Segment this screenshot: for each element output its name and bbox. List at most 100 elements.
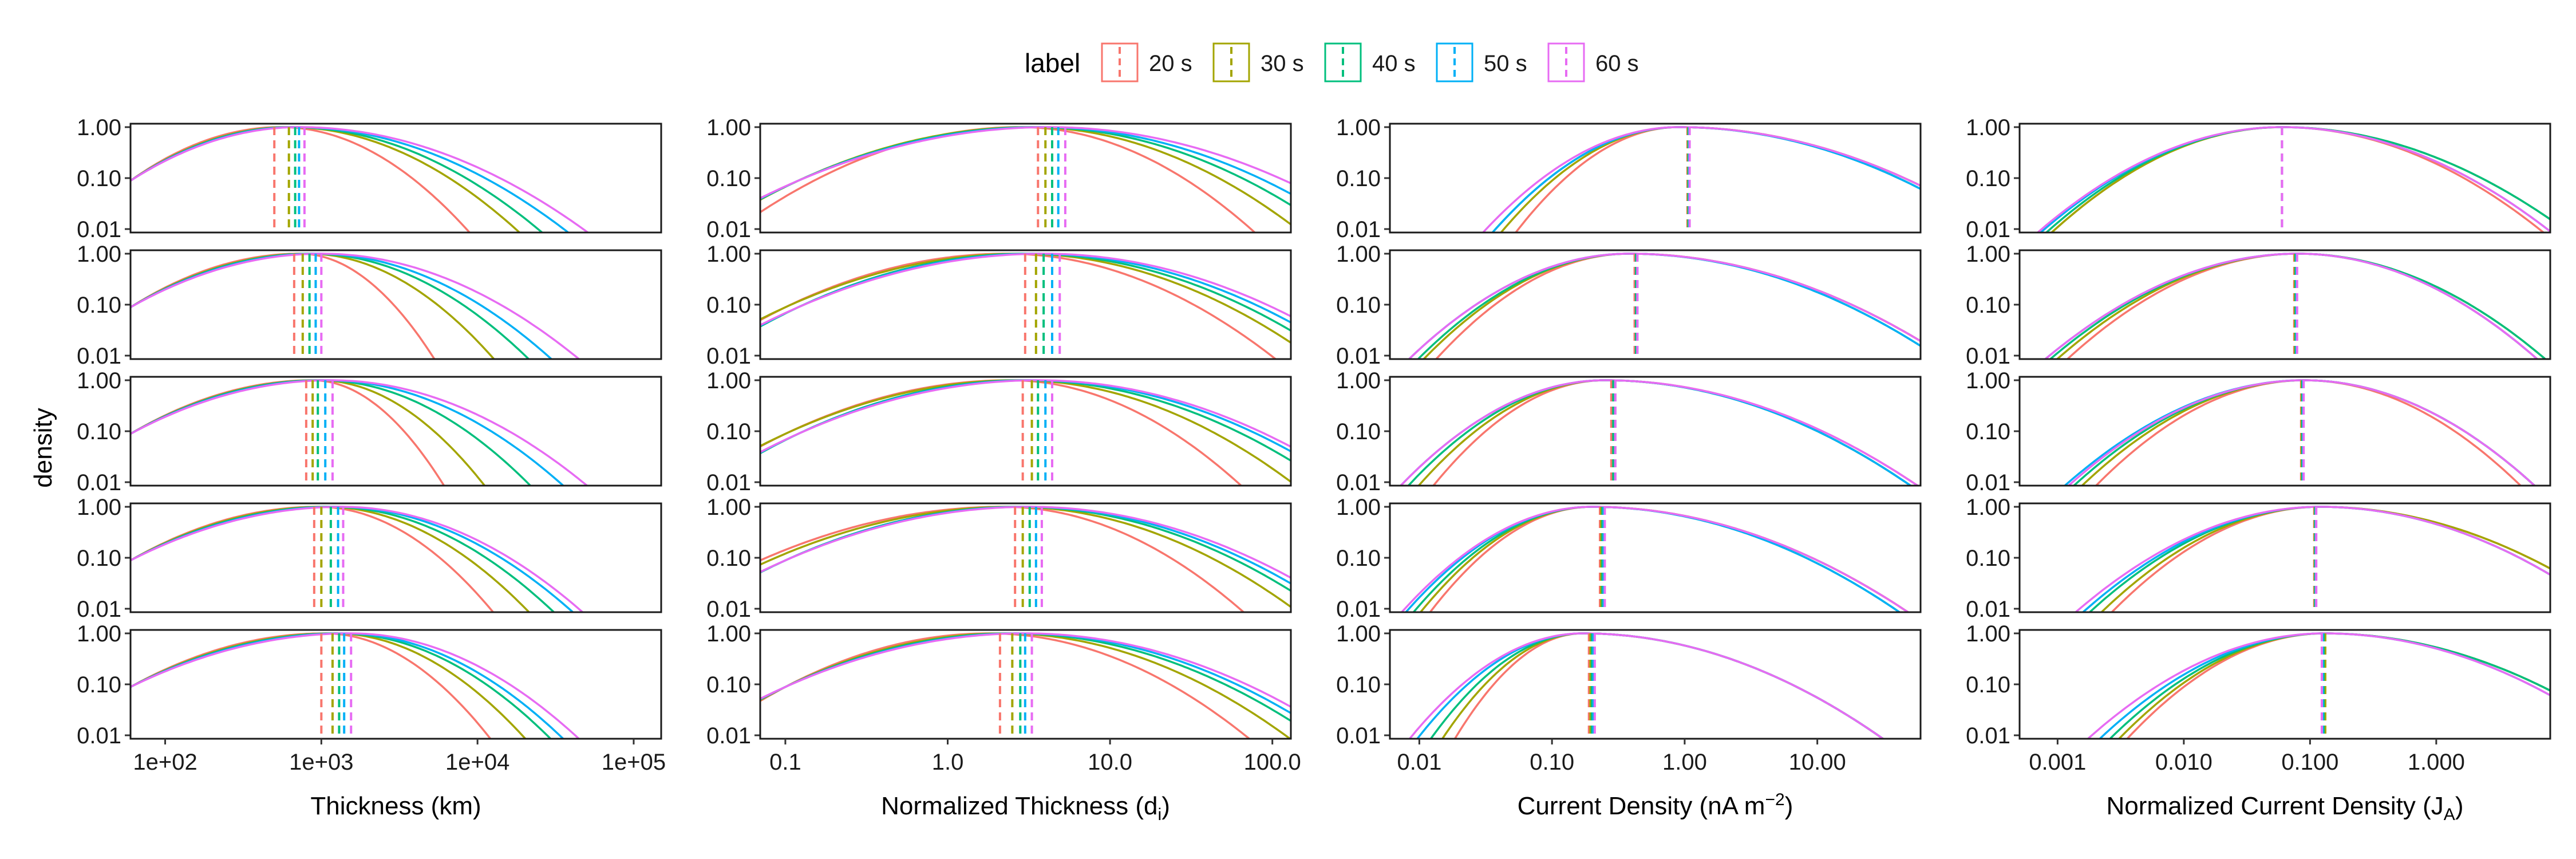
x-tick-label: 1e+04 [445, 750, 509, 775]
density-line-30s [1441, 632, 1885, 739]
y-tick-label: 0.01 [1966, 723, 2010, 748]
y-tick-label: 0.01 [77, 344, 121, 369]
density-curves [2063, 379, 2537, 486]
density-line-20s [760, 506, 1246, 612]
density-line-20s [131, 253, 436, 359]
y-tick-label: 0.01 [1966, 597, 2010, 622]
legend-title: label [1025, 48, 1080, 78]
y-tick-label: 0.01 [77, 723, 121, 748]
y-tick-label: 1.00 [706, 115, 751, 140]
panel-border [2018, 249, 2551, 360]
legend-key [1436, 42, 1473, 82]
panel-border [1389, 629, 1922, 740]
y-tick-label: 0.01 [706, 470, 751, 495]
density-line-30s [1499, 126, 1921, 233]
y-tick-label: 1.00 [77, 495, 121, 520]
facet-panel: 1.00 0.10 0.01 0.1 1.0 10.0 100.0 [706, 621, 1301, 775]
density-line-20s [131, 632, 492, 739]
y-tick-label: 1.00 [706, 242, 751, 267]
density-line-60s [760, 126, 1291, 199]
x-tick-label: 10.00 [1789, 750, 1846, 775]
y-tick-label: 0.01 [77, 470, 121, 495]
density-line-50s [2044, 253, 2539, 359]
y-tick-label: 1.00 [706, 495, 751, 520]
y-tick-label: 0.10 [1336, 546, 1381, 571]
density-curves [131, 126, 590, 233]
panel-border [129, 376, 662, 487]
density-curves [131, 632, 580, 739]
density-line-50s [2063, 379, 2537, 486]
legend-key [1212, 42, 1250, 82]
legend-item-40s: 40 s [1324, 42, 1416, 82]
density-line-50s [2039, 126, 2550, 233]
density-curves [2044, 253, 2547, 359]
facet-panel: 1.00 0.10 0.01 [706, 368, 1292, 495]
density-line-60s [131, 379, 589, 486]
legend-label: 50 s [1484, 51, 1527, 76]
density-line-20s [2110, 506, 2550, 612]
density-line-40s [760, 253, 1291, 332]
y-tick-label: 0.10 [77, 166, 121, 191]
density-line-50s [2081, 506, 2550, 612]
facet-panel: 1.00 0.10 0.01 1e+02 1e+03 1e+04 1e+05 [77, 621, 666, 775]
y-tick-label: 0.10 [706, 546, 751, 571]
density-curves [1481, 126, 1921, 233]
y-tick-label: 0.01 [1336, 723, 1381, 748]
x-tick-label: 1e+03 [289, 750, 353, 775]
x-tick-label: 1.00 [1662, 750, 1707, 775]
y-tick-label: 0.10 [1966, 546, 2010, 571]
density-line-60s [2036, 126, 2550, 233]
y-tick-label: 0.10 [1966, 166, 2010, 191]
x-tick-label: 1e+02 [133, 750, 197, 775]
density-curves [131, 379, 589, 486]
density-line-20s [1428, 506, 1910, 612]
density-curves [131, 253, 581, 359]
x-tick-label: 0.1 [769, 750, 801, 775]
density-line-50s [2098, 632, 2550, 739]
density-line-60s [1400, 506, 1910, 612]
y-tick-label: 1.00 [1336, 242, 1381, 267]
density-line-60s [760, 506, 1291, 579]
density-line-60s [760, 632, 1291, 708]
y-tick-label: 0.10 [77, 546, 121, 571]
density-curves [1400, 506, 1910, 612]
y-axis-title: density [29, 408, 57, 487]
density-line-20s [2125, 632, 2550, 739]
y-tick-label: 0.01 [706, 344, 751, 369]
y-tick-label: 1.00 [1966, 242, 2010, 267]
facet-column-1: 1.000.100.011.000.100.011.000.100.011.00… [77, 115, 666, 820]
x-tick-label: 0.10 [1530, 750, 1574, 775]
facet-panel: 1.00 0.10 0.01 [706, 115, 1292, 242]
x-axis-title: Normalized Current Density (JA) [2107, 792, 2464, 824]
density-line-50s [760, 126, 1291, 200]
density-line-40s [1416, 253, 1921, 359]
y-tick-label: 1.00 [1336, 621, 1381, 647]
density-line-40s [760, 506, 1291, 592]
y-tick-label: 0.01 [1966, 344, 2010, 369]
panel-border [129, 629, 662, 740]
density-curves [1407, 253, 1921, 359]
y-tick-label: 1.00 [1966, 115, 2010, 140]
density-line-60s [131, 253, 581, 359]
panel-border [759, 123, 1292, 234]
density-line-40s [2088, 506, 2550, 612]
density-line-60s [1408, 632, 1885, 739]
x-tick-label: 100.0 [1244, 750, 1301, 775]
facet-panel: 1.00 0.10 0.01 [1966, 368, 2551, 495]
y-tick-label: 0.01 [1966, 217, 2010, 242]
y-tick-label: 1.00 [1966, 368, 2010, 393]
legend-key [1547, 42, 1585, 82]
legend-key [1101, 42, 1139, 82]
panel-border [759, 249, 1292, 360]
y-tick-label: 0.10 [1336, 166, 1381, 191]
legend-label: 60 s [1595, 51, 1639, 76]
legend-item-60s: 60 s [1547, 42, 1639, 82]
density-line-20s [2095, 379, 2522, 486]
density-line-60s [1481, 126, 1921, 233]
y-tick-label: 0.10 [1966, 419, 2010, 444]
facet-panel: 1.00 0.10 0.01 [1966, 115, 2551, 242]
y-tick-label: 0.10 [706, 672, 751, 698]
density-line-30s [2080, 379, 2537, 486]
panel-border [129, 249, 662, 360]
panel-border [2018, 629, 2551, 740]
